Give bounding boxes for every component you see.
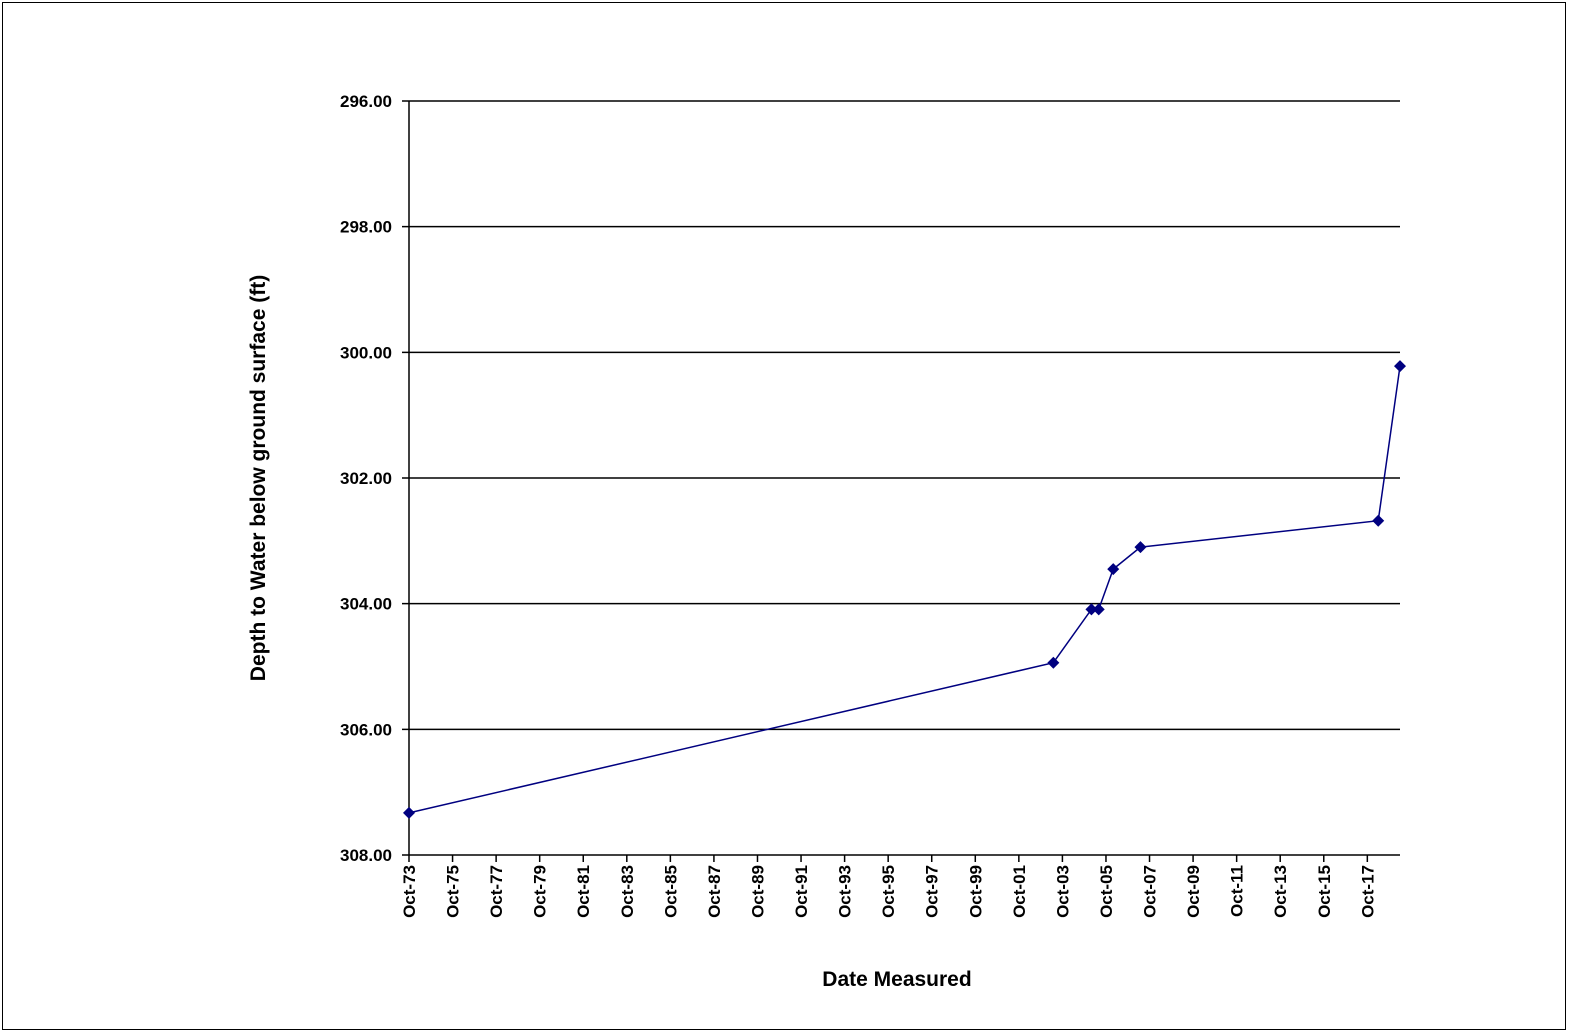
x-tick-label: Oct-77 — [487, 865, 506, 918]
marker — [1092, 603, 1105, 616]
x-tick-label: Oct-13 — [1271, 865, 1290, 918]
y-tick-label: 298.00 — [340, 218, 392, 237]
x-tick-label: Oct-85 — [661, 865, 680, 918]
x-tick-label: Oct-99 — [966, 865, 985, 918]
x-tick-label: Oct-05 — [1097, 865, 1116, 918]
x-tick-label: Oct-03 — [1053, 865, 1072, 918]
x-tick-label: Oct-11 — [1228, 865, 1247, 917]
marker — [1372, 514, 1385, 527]
y-tick-label: 300.00 — [340, 343, 392, 362]
x-tick-label: Oct-15 — [1315, 865, 1334, 918]
x-tick-label: Oct-17 — [1358, 865, 1377, 918]
x-tick-label: Oct-01 — [1010, 865, 1029, 918]
y-tick-label: 308.00 — [340, 846, 392, 865]
x-tick-label: Oct-93 — [836, 865, 855, 918]
y-tick-label: 304.00 — [340, 595, 392, 614]
x-tick-label: Oct-75 — [444, 865, 463, 918]
y-axis-title: Depth to Water below ground surface (ft) — [247, 275, 270, 681]
x-tick-label: Oct-79 — [531, 865, 550, 918]
x-tick-label: Oct-09 — [1184, 865, 1203, 918]
y-tick-label: 302.00 — [340, 469, 392, 488]
x-tick-label: Oct-81 — [574, 865, 593, 918]
y-tick-label: 306.00 — [340, 720, 392, 739]
x-tick-label: Oct-91 — [792, 865, 811, 918]
line — [408, 366, 1401, 814]
y-tick-label: 296.00 — [340, 92, 392, 111]
x-tick-label: Oct-89 — [748, 865, 767, 918]
marker — [403, 806, 415, 819]
x-axis-title: Date Measured — [822, 968, 971, 991]
x-tick-label: Oct-87 — [705, 865, 724, 918]
marker — [1134, 541, 1147, 554]
x-tick-label: Oct-97 — [923, 865, 942, 918]
marker — [1047, 656, 1060, 669]
marker — [1394, 360, 1406, 373]
marker — [1085, 603, 1098, 616]
x-tick-label: Oct-83 — [618, 865, 637, 918]
x-tick-label: Oct-95 — [879, 865, 898, 918]
x-tick-label: Oct-73 — [400, 865, 419, 918]
marker — [1107, 563, 1120, 576]
x-tick-label: Oct-07 — [1141, 865, 1160, 918]
